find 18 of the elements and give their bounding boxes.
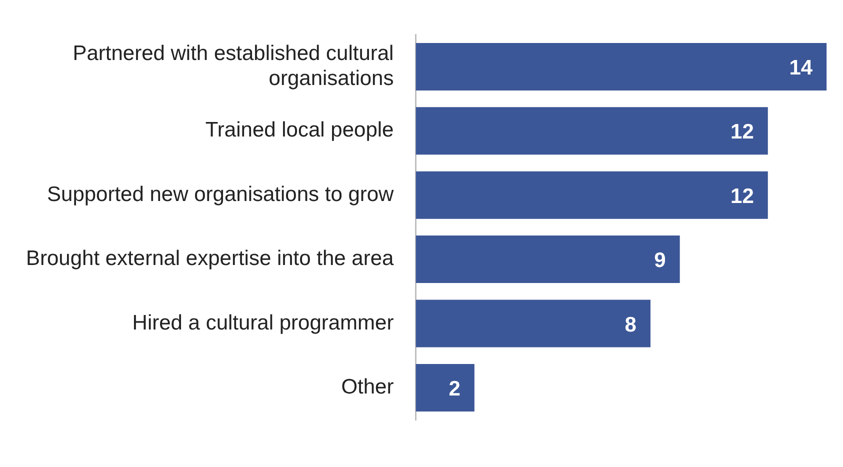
y-tick-label: Supported new organisations to grow	[47, 182, 395, 206]
y-tick-label: Other	[341, 375, 394, 398]
y-tick-label: Partnered with established cultural organisations	[72, 42, 394, 90]
data-label: 12	[730, 120, 754, 144]
bar	[416, 107, 768, 155]
bar	[416, 42, 827, 90]
bar	[416, 236, 680, 284]
data-label: 9	[654, 249, 666, 272]
y-tick-label: Brought external expertise into the area	[26, 247, 394, 270]
bar	[416, 171, 768, 219]
data-label: 14	[789, 56, 813, 80]
bar	[416, 364, 474, 412]
y-tick-label: Hired a cultural programmer	[132, 311, 394, 334]
data-label: 8	[624, 313, 637, 336]
y-tick-label: Trained local people	[205, 118, 394, 142]
data-label: 12	[730, 184, 754, 208]
bar	[416, 300, 650, 348]
data-label: 2	[448, 377, 460, 400]
